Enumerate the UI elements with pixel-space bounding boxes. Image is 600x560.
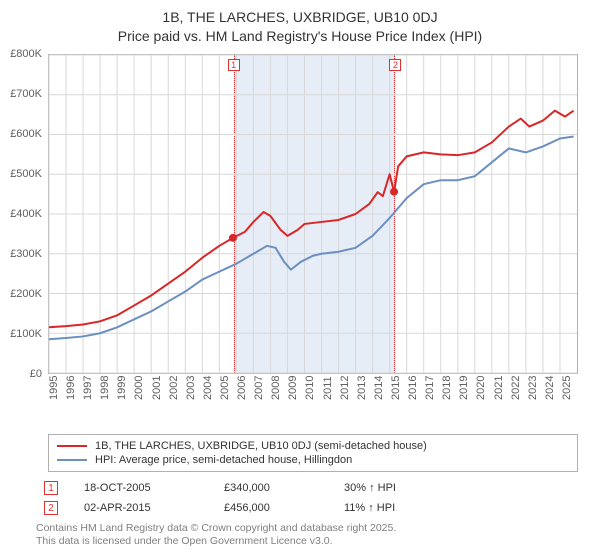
event-marker-2: 2 (389, 59, 401, 71)
y-tick-label: £500K (10, 168, 42, 180)
x-tick-label: 2025 (561, 376, 573, 400)
event-date: 18-OCT-2005 (84, 482, 224, 494)
x-tick-label: 2022 (510, 376, 522, 400)
event-delta: 30% ↑ HPI (344, 482, 578, 494)
event-date: 02-APR-2015 (84, 502, 224, 514)
x-tick-label: 2004 (202, 376, 214, 400)
event-table: 1 18-OCT-2005£340,00030% ↑ HPI 2 02-APR-201… (36, 478, 578, 518)
legend-label: HPI: Average price, semi-detached house,… (95, 454, 352, 466)
y-tick-label: £600K (10, 128, 42, 140)
x-tick-label: 1998 (99, 376, 111, 400)
footer-line-2: This data is licensed under the Open Gov… (36, 535, 578, 548)
x-tick-label: 2006 (236, 376, 248, 400)
x-tick-label: 2008 (270, 376, 282, 400)
x-tick-label: 2018 (441, 376, 453, 400)
title-line-1: 1B, THE LARCHES, UXBRIDGE, UB10 0DJ (0, 8, 600, 27)
chart-svg (49, 55, 577, 373)
footer: Contains HM Land Registry data © Crown c… (36, 522, 578, 548)
x-tick-label: 2020 (475, 376, 487, 400)
y-tick-label: £100K (10, 328, 42, 340)
x-tick-label: 2007 (253, 376, 265, 400)
event-marker-cell: 2 (44, 501, 58, 515)
x-tick-label: 2011 (322, 376, 334, 400)
event-price: £340,000 (224, 482, 344, 494)
y-tick-label: £700K (10, 88, 42, 100)
y-tick-label: £400K (10, 208, 42, 220)
x-tick-label: 2002 (168, 376, 180, 400)
x-tick-label: 2009 (287, 376, 299, 400)
x-tick-label: 2003 (185, 376, 197, 400)
x-tick-label: 1999 (116, 376, 128, 400)
x-axis: 1995 1996 1997 1998 1999 2000 2001 2002 2003 2004… (48, 376, 578, 436)
event-price: £456,000 (224, 502, 344, 514)
event-marker-cell: 1 (44, 481, 58, 495)
y-tick-label: £800K (10, 48, 42, 60)
x-tick-label: 2015 (390, 376, 402, 400)
x-tick-label: 2019 (458, 376, 470, 400)
x-tick-label: 2013 (356, 376, 368, 400)
legend-item: HPI: Average price, semi-detached house,… (57, 453, 569, 467)
y-axis: £0£100K£200K£300K£400K£500K£600K£700K£80… (0, 54, 46, 374)
x-tick-label: 2000 (133, 376, 145, 400)
event-row: 2 02-APR-2015£456,00011% ↑ HPI (36, 498, 578, 518)
x-tick-label: 1996 (65, 376, 77, 400)
x-tick-label: 2016 (407, 376, 419, 400)
title-line-2: Price paid vs. HM Land Registry's House … (0, 27, 600, 46)
event-row: 1 18-OCT-2005£340,00030% ↑ HPI (36, 478, 578, 498)
y-tick-label: £300K (10, 248, 42, 260)
footer-line-1: Contains HM Land Registry data © Crown c… (36, 522, 578, 535)
x-tick-label: 2014 (373, 376, 385, 400)
legend-swatch (57, 445, 87, 447)
event-marker-1: 1 (228, 59, 240, 71)
x-tick-label: 1997 (82, 376, 94, 400)
legend: 1B, THE LARCHES, UXBRIDGE, UB10 0DJ (sem… (48, 434, 578, 472)
legend-swatch (57, 459, 87, 461)
x-tick-label: 2001 (151, 376, 163, 400)
legend-label: 1B, THE LARCHES, UXBRIDGE, UB10 0DJ (sem… (95, 440, 427, 452)
x-tick-label: 2021 (493, 376, 505, 400)
y-tick-label: £0 (30, 368, 42, 380)
x-tick-label: 2023 (527, 376, 539, 400)
series-price_paid (49, 111, 574, 328)
chart-title: 1B, THE LARCHES, UXBRIDGE, UB10 0DJ Pric… (0, 0, 600, 46)
x-tick-label: 2005 (219, 376, 231, 400)
plot-area: 12 (48, 54, 578, 374)
event-delta: 11% ↑ HPI (344, 502, 578, 514)
x-tick-label: 1995 (48, 376, 60, 400)
legend-item: 1B, THE LARCHES, UXBRIDGE, UB10 0DJ (sem… (57, 439, 569, 453)
x-tick-label: 2012 (339, 376, 351, 400)
x-tick-label: 2010 (304, 376, 316, 400)
y-tick-label: £200K (10, 288, 42, 300)
chart-container: 1B, THE LARCHES, UXBRIDGE, UB10 0DJ Pric… (0, 0, 600, 560)
x-tick-label: 2024 (544, 376, 556, 400)
x-tick-label: 2017 (424, 376, 436, 400)
